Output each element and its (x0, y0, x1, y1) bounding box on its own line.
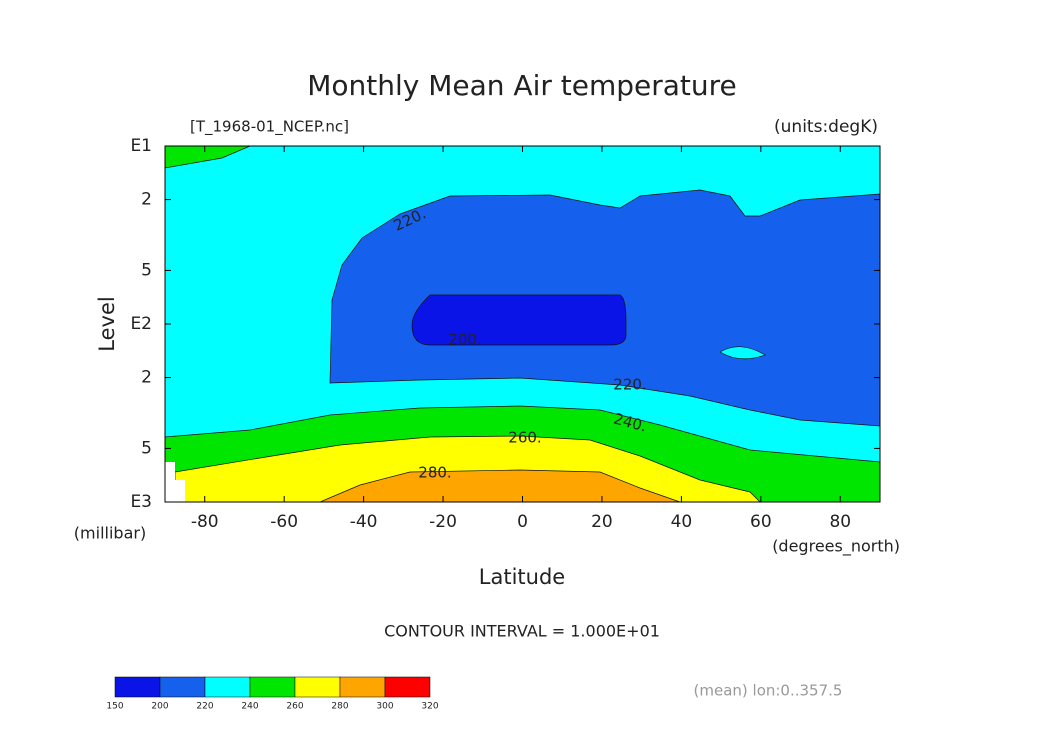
y-tick-label: 5 (141, 260, 152, 280)
colorbar-swatch (204, 676, 251, 698)
contour-label: 280. (418, 464, 451, 482)
colorbar-swatch (294, 676, 341, 698)
colorbar-swatch (384, 676, 431, 698)
x-tick-label: 80 (829, 512, 851, 532)
colorbar-swatch (159, 676, 206, 698)
colorbar-label: 200 (151, 702, 168, 712)
x-axis-label: Latitude (479, 565, 565, 589)
x-tick-label: 0 (517, 512, 528, 532)
y-tick-label: E3 (130, 492, 152, 512)
y-tick-label: 5 (141, 438, 152, 458)
contour-fill (319, 469, 681, 503)
colorbar-label: 320 (421, 702, 438, 712)
contour-fill (719, 346, 766, 360)
y-tick-label: 2 (141, 368, 152, 388)
x-tick-label: -60 (270, 512, 298, 532)
y-tick-label: E1 (130, 136, 152, 156)
source-label: [T_1968-01_NCEP.nc] (190, 118, 349, 137)
x-units: (degrees_north) (772, 537, 900, 557)
x-tick-label: -40 (350, 512, 378, 532)
contour-label: 220. (613, 376, 646, 394)
footnote: (mean) lon:0..357.5 (694, 682, 843, 700)
contour-label: 260. (508, 429, 541, 447)
colorbar-label: 220 (196, 702, 213, 712)
chart-title: Monthly Mean Air temperature (307, 69, 737, 102)
x-tick-label: 40 (671, 512, 693, 532)
units-label: (units:degK) (774, 117, 878, 137)
colorbar-swatch (249, 676, 296, 698)
contour-fill (411, 294, 627, 346)
colorbar-swatch (339, 676, 386, 698)
colorbar-label: 280 (331, 702, 348, 712)
colorbar-label: 240 (241, 702, 258, 712)
y-axis-label: Level (95, 296, 119, 351)
colorbar-label: 150 (106, 702, 123, 712)
y-tick-label: E2 (130, 314, 152, 334)
contour-interval: CONTOUR INTERVAL = 1.000E+01 (384, 622, 660, 641)
colorbar-label: 260 (286, 702, 303, 712)
x-tick-label: -80 (191, 512, 219, 532)
contour-label: 200. (448, 331, 481, 349)
y-tick-label: 2 (141, 190, 152, 210)
y-units: (millibar) (74, 524, 146, 543)
missing-data (165, 462, 185, 502)
colorbar-label: 300 (376, 702, 393, 712)
colorbar-swatch (114, 676, 161, 698)
x-tick-label: 20 (591, 512, 613, 532)
x-tick-label: -20 (429, 512, 457, 532)
x-tick-label: 60 (750, 512, 772, 532)
